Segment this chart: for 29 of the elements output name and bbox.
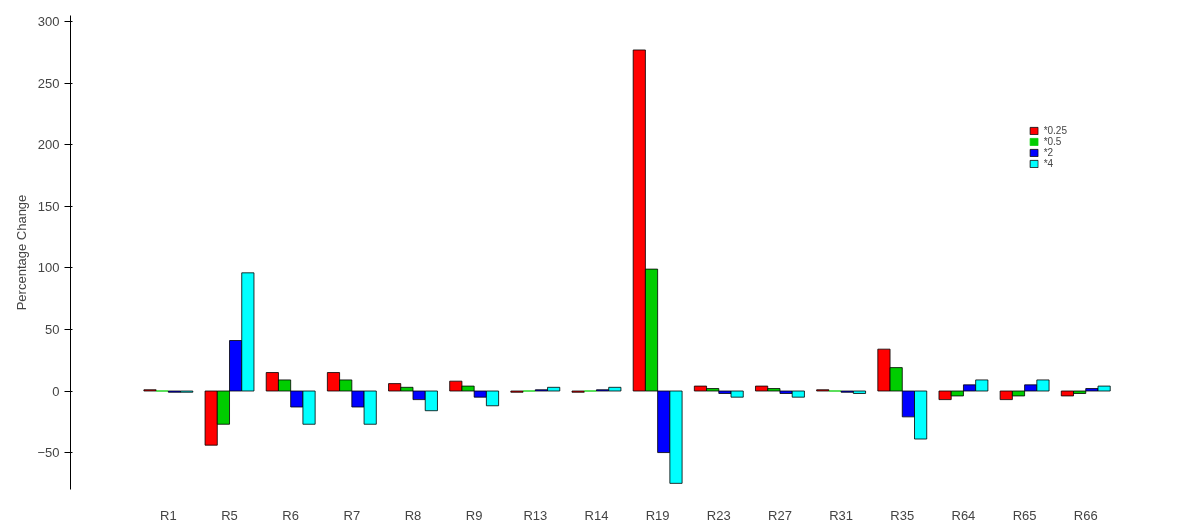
y-tick-label: 150 xyxy=(37,198,60,214)
x-tick-label: R31 xyxy=(829,507,854,523)
y-axis-title: Percentage Change xyxy=(14,194,30,311)
x-tick-label: R1 xyxy=(160,507,177,523)
y-tick-label: 50 xyxy=(45,321,60,337)
x-tick-label: R19 xyxy=(645,507,670,523)
y-tick-label: 0 xyxy=(52,383,60,399)
x-tick-label: R5 xyxy=(221,507,238,523)
y-tick-label: 200 xyxy=(37,137,60,153)
legend-label: *0.25 xyxy=(1043,125,1067,136)
x-tick-label: R23 xyxy=(706,507,731,523)
x-tick-label: R35 xyxy=(890,507,915,523)
legend-label: *2 xyxy=(1043,147,1055,158)
y-tick-label: −50 xyxy=(37,445,60,461)
x-tick-label: R64 xyxy=(951,507,976,523)
x-tick-label: R14 xyxy=(584,507,609,523)
x-tick-label: R6 xyxy=(282,507,299,523)
x-tick-label: R8 xyxy=(404,507,422,523)
x-tick-label: R9 xyxy=(465,507,483,523)
x-tick-label: R13 xyxy=(523,507,548,523)
x-tick-label: R7 xyxy=(343,507,361,523)
y-tick-label: 300 xyxy=(37,14,60,30)
legend-label: *4 xyxy=(1043,158,1055,169)
legend-label: *0.5 xyxy=(1043,136,1063,147)
y-tick-label: 250 xyxy=(37,75,60,91)
y-tick-label: 100 xyxy=(37,260,60,276)
x-tick-label: R66 xyxy=(1073,507,1098,523)
x-tick-label: R65 xyxy=(1012,507,1037,523)
x-tick-label: R27 xyxy=(768,507,792,523)
